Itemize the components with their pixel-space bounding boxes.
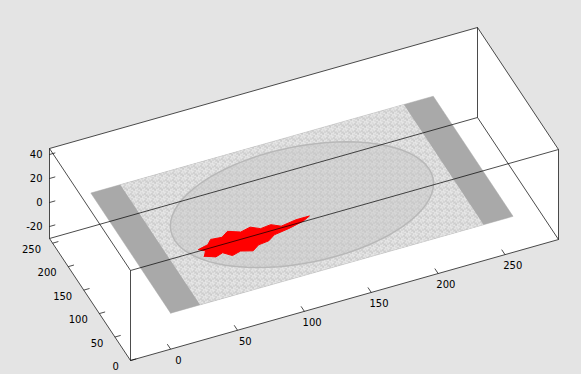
svg-text:100: 100: [69, 314, 88, 325]
svg-text:0: 0: [113, 361, 119, 372]
svg-text:250: 250: [503, 260, 522, 271]
svg-text:0: 0: [175, 355, 181, 366]
svg-text:40: 40: [30, 149, 43, 160]
svg-text:0: 0: [36, 197, 42, 208]
svg-text:150: 150: [53, 291, 72, 302]
svg-text:200: 200: [436, 279, 455, 290]
svg-text:20: 20: [30, 173, 43, 184]
svg-text:-20: -20: [26, 221, 42, 232]
svg-text:250: 250: [22, 244, 41, 255]
svg-text:50: 50: [91, 338, 104, 349]
svg-text:150: 150: [369, 298, 388, 309]
svg-text:200: 200: [38, 267, 57, 278]
svg-text:100: 100: [303, 317, 322, 328]
svg-text:50: 50: [239, 336, 252, 347]
